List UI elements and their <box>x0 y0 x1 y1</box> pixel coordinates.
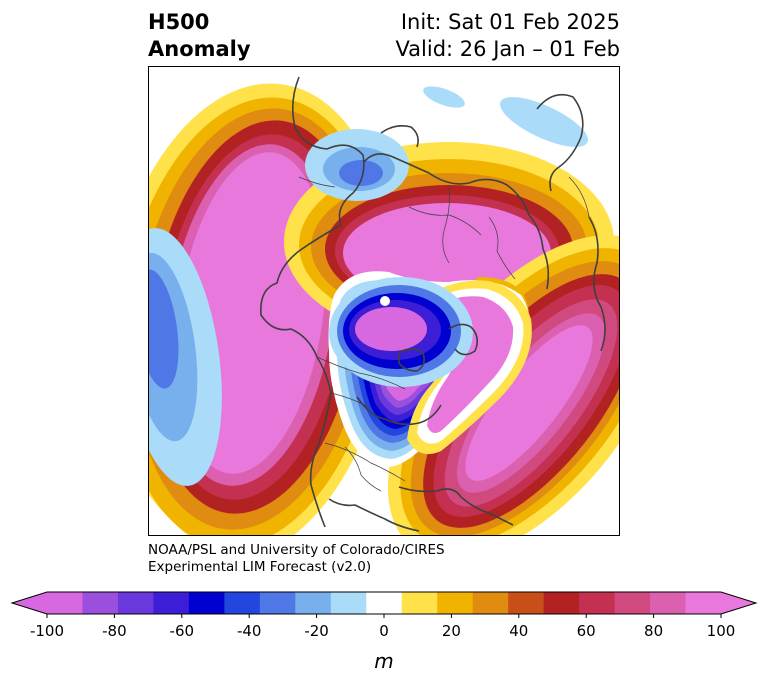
colorbar-swatch <box>472 592 509 614</box>
colorbar-tick-label: 40 <box>509 622 528 640</box>
colorbar-tick-label: 0 <box>379 622 389 640</box>
colorbar-swatch <box>224 592 261 614</box>
colorbar-swatch <box>401 592 438 614</box>
colorbar-tick-label: 60 <box>577 622 596 640</box>
colorbar-swatch <box>650 592 687 614</box>
colorbar-swatch <box>614 592 651 614</box>
colorbar-swatch <box>153 592 190 614</box>
colorbar-tick-label: 100 <box>707 622 736 640</box>
credit-line-1: NOAA/PSL and University of Colorado/CIRE… <box>148 542 445 558</box>
colorbar-unit-label: m <box>374 649 394 673</box>
colorbar-extend-min <box>12 592 47 614</box>
title-line-1: H500 <box>148 10 210 34</box>
colorbar-swatch <box>543 592 580 614</box>
arctic-low-anomaly <box>329 277 473 387</box>
colorbar-tick-label: -20 <box>304 622 329 640</box>
colorbar-swatch <box>579 592 616 614</box>
map-canvas <box>149 67 619 535</box>
colorbar-swatch <box>188 592 225 614</box>
political-borders <box>298 176 590 492</box>
colorbar-swatch <box>508 592 545 614</box>
title-line-2: Anomaly <box>148 37 251 61</box>
colorbar-tick-label: -60 <box>170 622 195 640</box>
colorbar-swatch <box>259 592 296 614</box>
colorbar-swatch <box>330 592 367 614</box>
credit-text: NOAA/PSL and University of Colorado/CIRE… <box>148 542 445 576</box>
anomaly-map <box>148 66 620 536</box>
colorbar-swatch <box>437 592 474 614</box>
anomaly-contours <box>149 83 619 535</box>
init-date-label: Init: Sat 01 Feb 2025 <box>400 10 620 34</box>
colorbar-swatch <box>117 592 154 614</box>
colorbar-tick-label: -80 <box>102 622 127 640</box>
colorbar-swatch <box>685 592 722 614</box>
colorbar-tick-label: 80 <box>644 622 663 640</box>
forecast-dates: Init: Sat 01 Feb 2025 Valid: 26 Jan – 01… <box>395 9 620 63</box>
valid-date-label: Valid: 26 Jan – 01 Feb <box>395 37 620 61</box>
credit-line-2: Experimental LIM Forecast (v2.0) <box>148 559 372 575</box>
colorbar-swatch <box>47 592 83 614</box>
colorbar-swatch <box>366 592 403 614</box>
colorbar-extend-max <box>721 592 756 614</box>
colorbar-tick-label: -100 <box>30 622 64 640</box>
map-title: H500 Anomaly <box>148 9 251 63</box>
north-pole-marker <box>380 296 390 306</box>
colorbar-ticks: -100 -80 -60 -40 -20 0 20 40 60 80 100 <box>30 614 735 640</box>
colorbar: -100 -80 -60 -40 -20 0 20 40 60 80 100 <box>10 591 758 640</box>
colorbar-swatches <box>10 591 758 615</box>
pacific-negative-anomaly <box>149 228 222 486</box>
atlantic-positive-anomaly <box>387 235 619 535</box>
coastlines <box>260 76 606 532</box>
colorbar-swatch <box>295 592 332 614</box>
colorbar-tick-label: -40 <box>237 622 262 640</box>
colorbar-tick-label: 20 <box>442 622 461 640</box>
colorbar-swatch <box>82 592 119 614</box>
